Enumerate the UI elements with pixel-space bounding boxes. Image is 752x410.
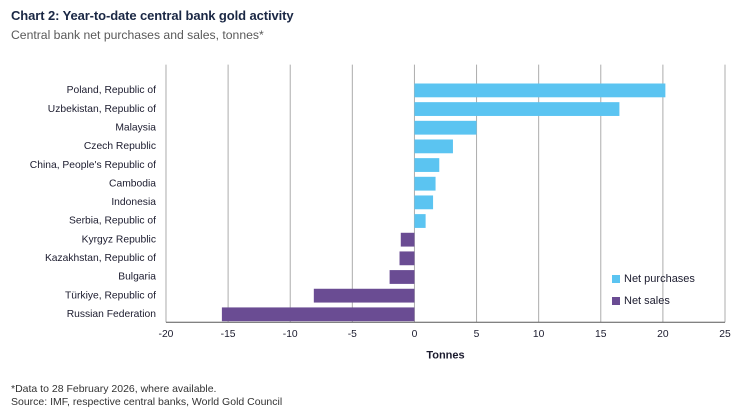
- svg-text:-20: -20: [159, 329, 174, 340]
- svg-text:25: 25: [719, 329, 731, 340]
- svg-text:-10: -10: [283, 329, 298, 340]
- svg-text:Cambodia: Cambodia: [109, 178, 156, 189]
- svg-text:15: 15: [595, 329, 607, 340]
- svg-text:Poland, Republic of: Poland, Republic of: [67, 85, 156, 96]
- svg-text:China, People's Republic of: China, People's Republic of: [30, 160, 156, 171]
- svg-text:Net sales: Net sales: [624, 295, 670, 307]
- svg-text:-15: -15: [221, 329, 236, 340]
- svg-text:10: 10: [533, 329, 545, 340]
- svg-text:Türkiye, Republic of: Türkiye, Republic of: [65, 290, 156, 301]
- svg-text:-5: -5: [348, 329, 357, 340]
- svg-text:Czech Republic: Czech Republic: [84, 141, 156, 152]
- svg-text:20: 20: [657, 329, 669, 340]
- svg-text:Kazakhstan, Republic of: Kazakhstan, Republic of: [45, 253, 156, 264]
- svg-text:Net purchases: Net purchases: [624, 273, 695, 285]
- svg-text:0: 0: [412, 329, 418, 340]
- svg-text:Serbia, Republic of: Serbia, Republic of: [69, 216, 156, 227]
- svg-text:Indonesia: Indonesia: [111, 197, 156, 208]
- svg-text:5: 5: [474, 329, 480, 340]
- svg-text:Bulgaria: Bulgaria: [118, 272, 156, 283]
- svg-text:Malaysia: Malaysia: [115, 122, 156, 133]
- svg-text:Kyrgyz Republic: Kyrgyz Republic: [82, 234, 156, 245]
- svg-text:Russian Federation: Russian Federation: [67, 309, 157, 320]
- svg-text:Tonnes: Tonnes: [426, 350, 464, 362]
- svg-text:Uzbekistan, Republic of: Uzbekistan, Republic of: [48, 104, 156, 115]
